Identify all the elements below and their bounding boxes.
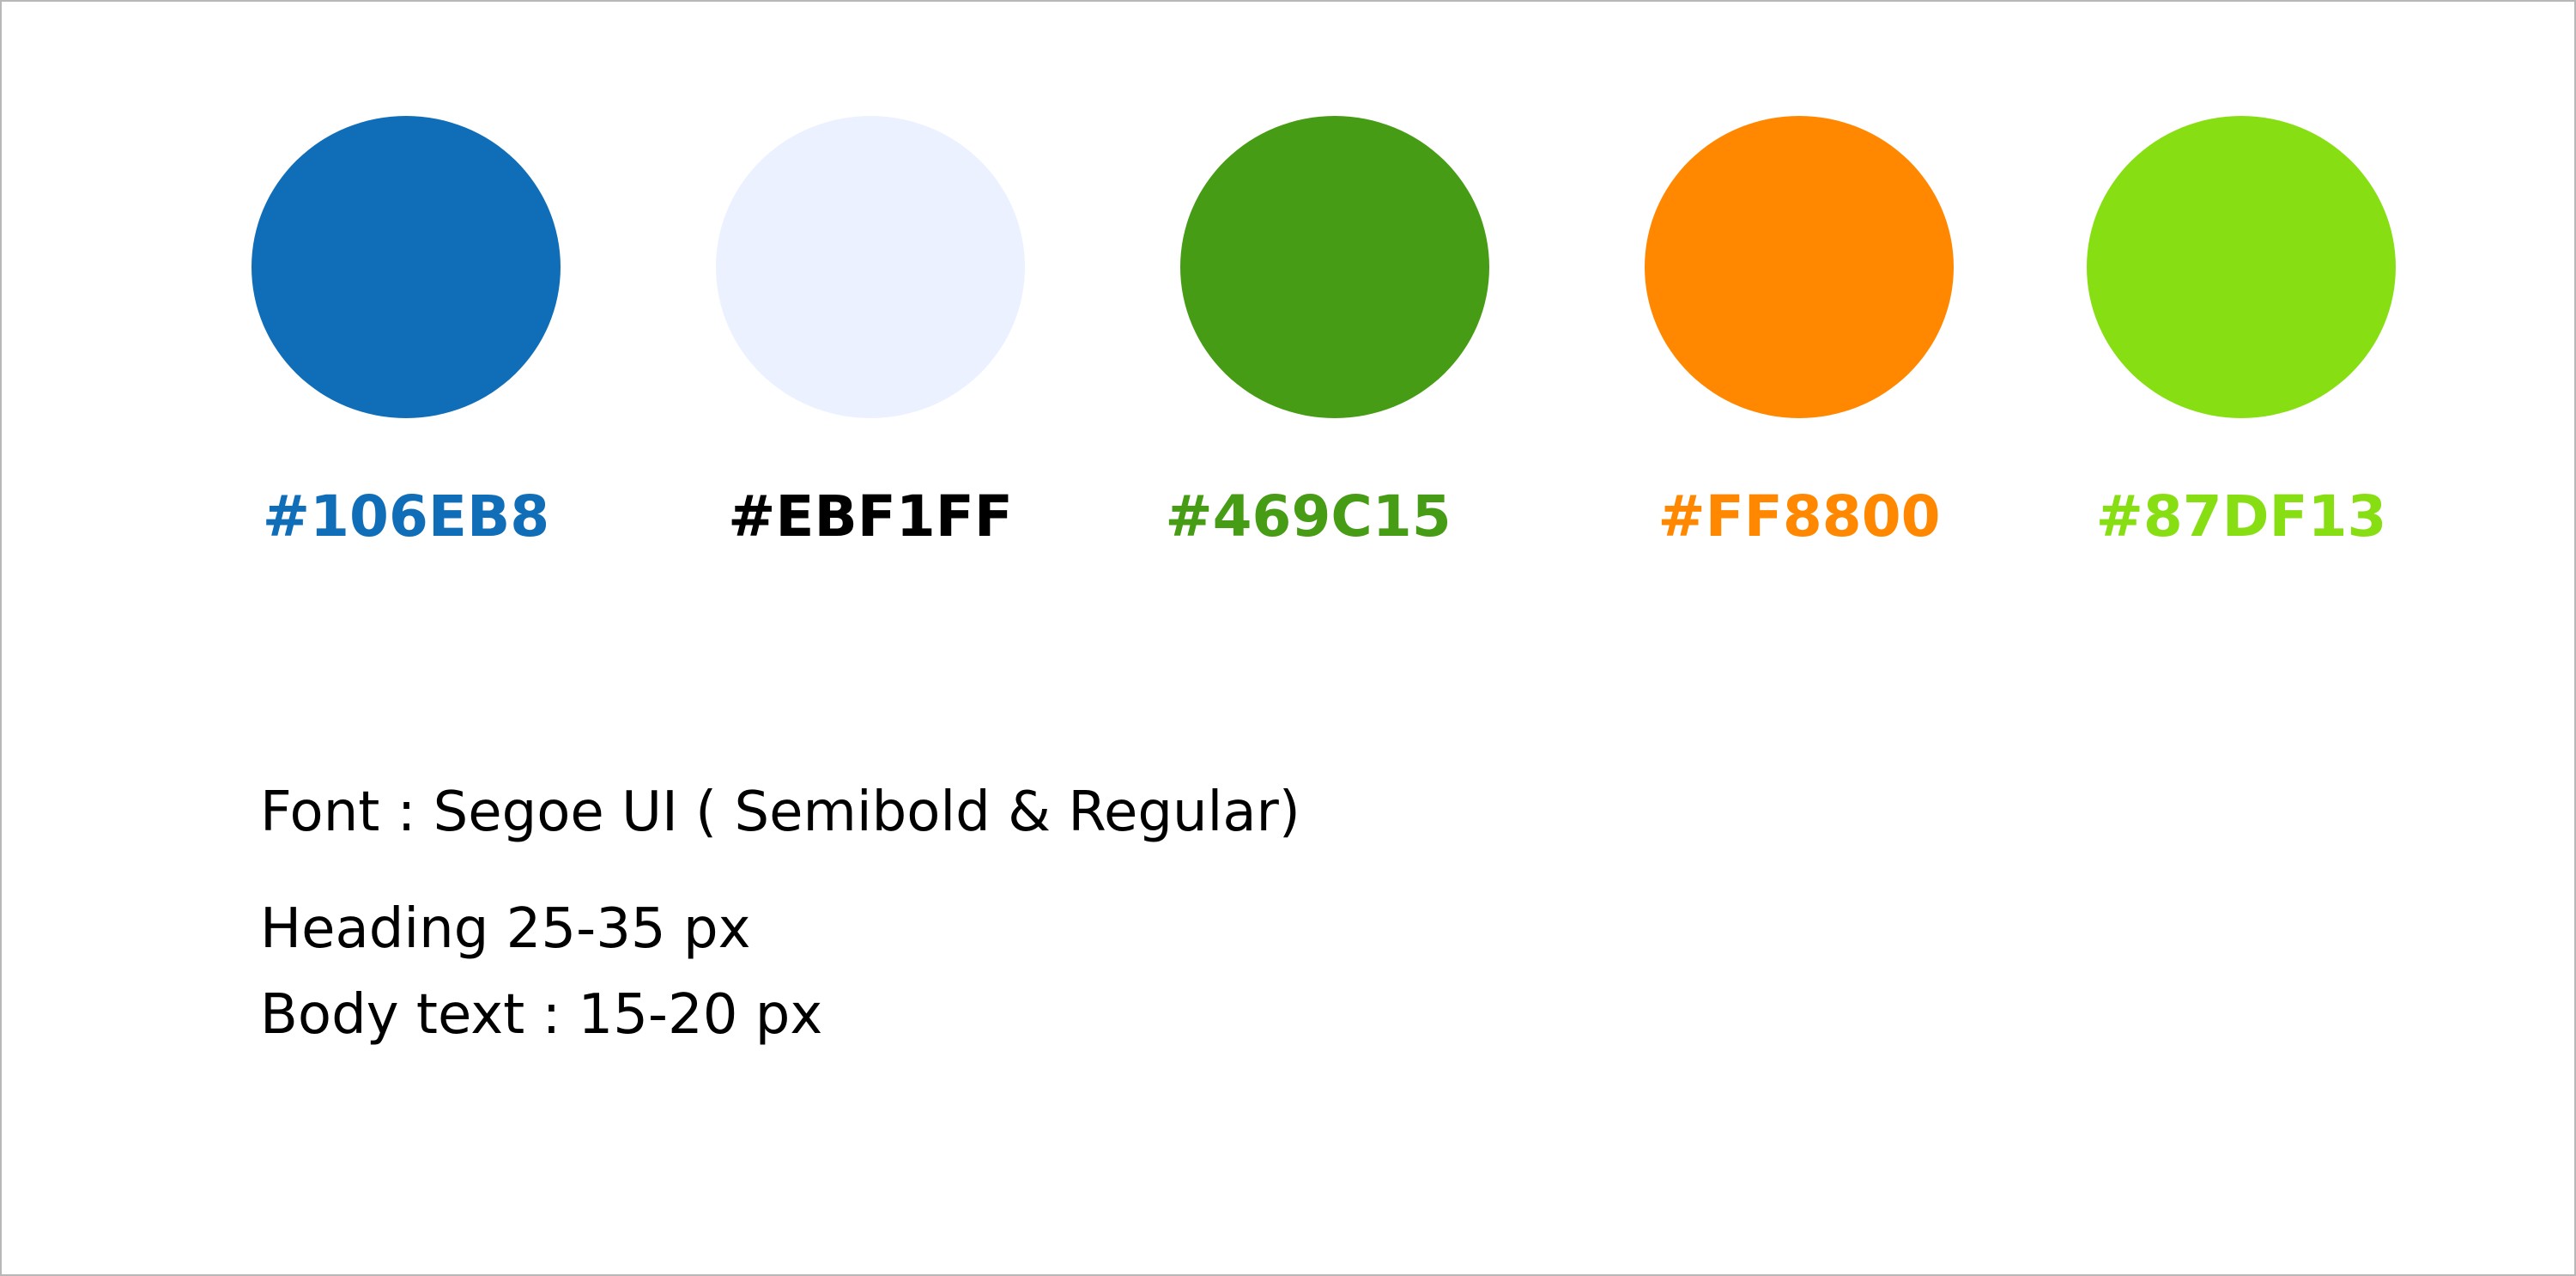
color-swatch-lime — [2087, 116, 2396, 418]
color-code-green: #469C15 — [1165, 483, 1452, 550]
heading-size-note: Heading 25-35 px — [260, 897, 751, 961]
color-code-light-blue: #EBF1FF — [728, 483, 1013, 550]
color-code-lime: #87DF13 — [2095, 483, 2387, 550]
color-swatch-green — [1180, 116, 1489, 418]
color-swatch-blue — [252, 116, 561, 418]
color-code-blue: #106EB8 — [262, 483, 550, 550]
body-size-note: Body text : 15-20 px — [260, 983, 823, 1047]
color-swatch-light-blue — [716, 116, 1025, 418]
font-family-note: Font : Segoe UI ( Semibold & Regular) — [260, 781, 1300, 844]
color-swatch-orange — [1645, 116, 1954, 418]
color-code-orange: #FF8800 — [1658, 483, 1941, 550]
